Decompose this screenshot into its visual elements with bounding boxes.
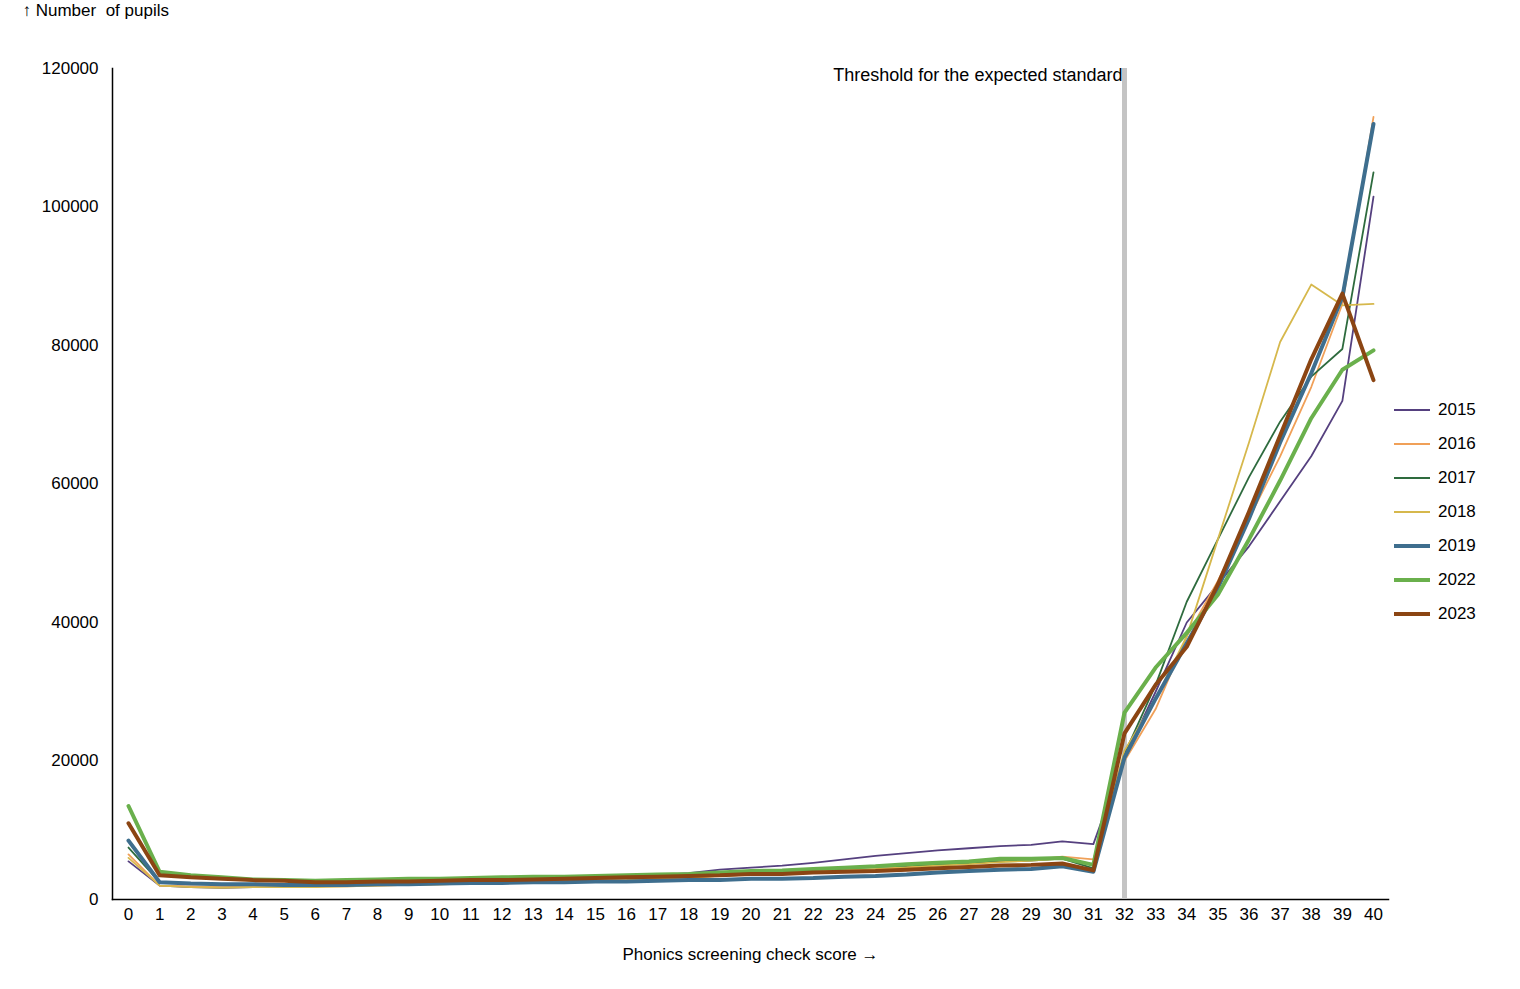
svg-text:Threshold for the expected sta: Threshold for the expected standard bbox=[833, 65, 1122, 85]
svg-text:23: 23 bbox=[835, 905, 854, 924]
svg-text:30: 30 bbox=[1053, 905, 1072, 924]
svg-text:29: 29 bbox=[1022, 905, 1041, 924]
svg-text:25: 25 bbox=[897, 905, 916, 924]
svg-text:0: 0 bbox=[124, 905, 133, 924]
svg-text:35: 35 bbox=[1208, 905, 1227, 924]
svg-text:100000: 100000 bbox=[42, 197, 99, 216]
svg-text:80000: 80000 bbox=[51, 336, 98, 355]
svg-text:7: 7 bbox=[342, 905, 351, 924]
html-text:2018: 2018 bbox=[1438, 502, 1476, 521]
svg-text:3: 3 bbox=[217, 905, 226, 924]
svg-text:15: 15 bbox=[586, 905, 605, 924]
svg-text:16: 16 bbox=[617, 905, 636, 924]
svg-text:32: 32 bbox=[1115, 905, 1134, 924]
svg-text:26: 26 bbox=[928, 905, 947, 924]
svg-text:Phonics screening check score: Phonics screening check score → bbox=[622, 945, 878, 964]
svg-text:12: 12 bbox=[493, 905, 512, 924]
svg-text:31: 31 bbox=[1084, 905, 1103, 924]
svg-text:17: 17 bbox=[648, 905, 667, 924]
svg-text:21: 21 bbox=[773, 905, 792, 924]
html-text:2023: 2023 bbox=[1438, 604, 1476, 623]
svg-text:24: 24 bbox=[866, 905, 885, 924]
svg-text:4: 4 bbox=[248, 905, 257, 924]
svg-text:6: 6 bbox=[311, 905, 320, 924]
svg-text:120000: 120000 bbox=[42, 59, 99, 78]
svg-text:39: 39 bbox=[1333, 905, 1352, 924]
svg-text:19: 19 bbox=[710, 905, 729, 924]
svg-text:8: 8 bbox=[373, 905, 382, 924]
svg-text:1: 1 bbox=[155, 905, 164, 924]
svg-text:33: 33 bbox=[1146, 905, 1165, 924]
svg-text:18: 18 bbox=[679, 905, 698, 924]
svg-text:40000: 40000 bbox=[51, 613, 98, 632]
html-text:2017: 2017 bbox=[1438, 468, 1476, 487]
svg-text:37: 37 bbox=[1271, 905, 1290, 924]
svg-text:11: 11 bbox=[462, 905, 480, 924]
svg-text:22: 22 bbox=[804, 905, 823, 924]
svg-text:14: 14 bbox=[555, 905, 574, 924]
svg-text:38: 38 bbox=[1302, 905, 1321, 924]
svg-text:5: 5 bbox=[279, 905, 288, 924]
html-text:2019: 2019 bbox=[1438, 536, 1476, 555]
html-text:2022: 2022 bbox=[1438, 570, 1476, 589]
svg-text:28: 28 bbox=[991, 905, 1010, 924]
svg-text:40: 40 bbox=[1364, 905, 1383, 924]
svg-text:36: 36 bbox=[1240, 905, 1259, 924]
svg-text:27: 27 bbox=[959, 905, 978, 924]
svg-text:9: 9 bbox=[404, 905, 413, 924]
svg-text:34: 34 bbox=[1177, 905, 1196, 924]
svg-text:10: 10 bbox=[430, 905, 449, 924]
svg-text:20: 20 bbox=[742, 905, 761, 924]
svg-text:13: 13 bbox=[524, 905, 543, 924]
svg-text:0: 0 bbox=[89, 890, 98, 909]
svg-text:↑ Number of pupils: ↑ Number of pupils bbox=[23, 1, 169, 20]
svg-text:2: 2 bbox=[186, 905, 195, 924]
svg-text:20000: 20000 bbox=[51, 751, 98, 770]
svg-text:60000: 60000 bbox=[51, 474, 98, 493]
html-text:2015: 2015 bbox=[1438, 400, 1476, 419]
html-text:2016: 2016 bbox=[1438, 434, 1476, 453]
